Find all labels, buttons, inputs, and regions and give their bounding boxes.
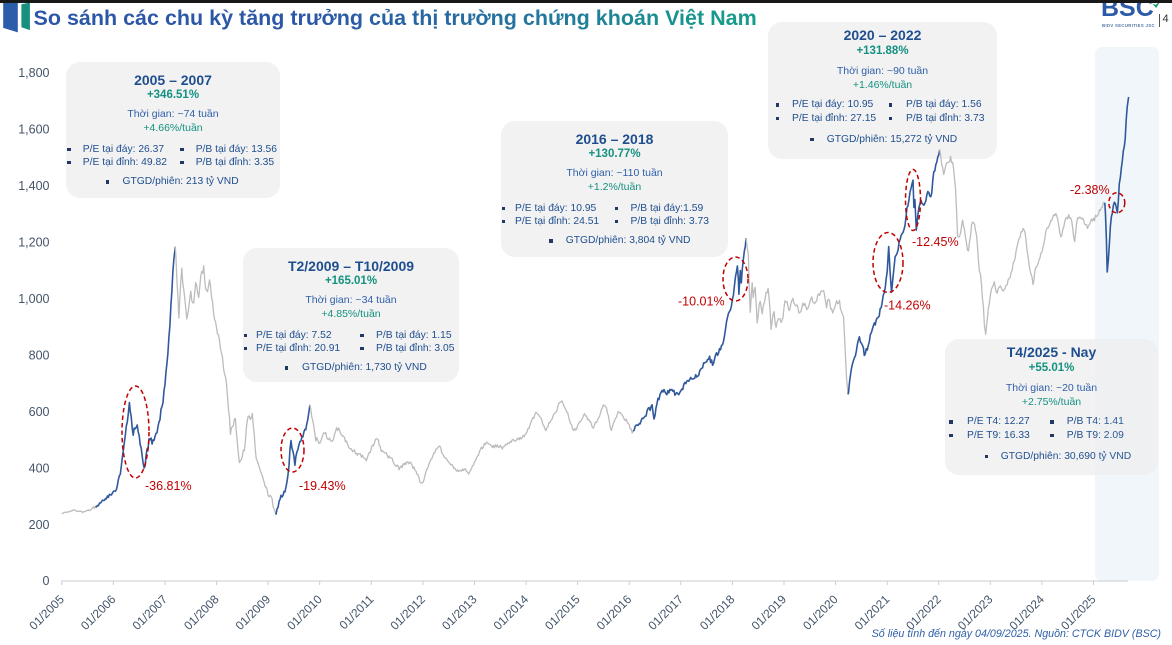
svg-text:01/2012: 01/2012 [387,592,428,633]
svg-text:01/2023: 01/2023 [955,592,996,633]
svg-text:01/2010: 01/2010 [284,592,325,633]
svg-text:01/2016: 01/2016 [594,592,635,633]
svg-text:-36.81%: -36.81% [145,479,192,493]
svg-text:01/2025: 01/2025 [1058,592,1099,633]
svg-text:01/2020: 01/2020 [800,592,841,633]
svg-text:-2.38%: -2.38% [1070,183,1110,197]
svg-text:01/2011: 01/2011 [336,592,376,632]
svg-text:01/2024: 01/2024 [1006,592,1047,633]
svg-text:01/2017: 01/2017 [645,592,686,633]
svg-text:1,400: 1,400 [18,179,49,193]
svg-text:-14.26%: -14.26% [884,299,931,313]
svg-text:0: 0 [43,574,50,588]
svg-text:01/2018: 01/2018 [697,592,738,633]
svg-text:-10.01%: -10.01% [678,295,725,309]
svg-text:01/2013: 01/2013 [439,592,480,633]
svg-text:-19.43%: -19.43% [299,479,346,493]
svg-text:600: 600 [29,405,50,419]
svg-text:800: 800 [29,348,50,362]
svg-text:01/2019: 01/2019 [749,592,790,633]
svg-text:01/2014: 01/2014 [491,592,532,633]
svg-text:01/2008: 01/2008 [181,592,222,633]
svg-text:1,800: 1,800 [18,66,49,80]
svg-text:01/2015: 01/2015 [542,592,583,633]
svg-text:400: 400 [29,461,50,475]
svg-text:01/2022: 01/2022 [903,592,944,633]
svg-text:1,000: 1,000 [18,292,49,306]
svg-text:01/2009: 01/2009 [233,592,274,633]
svg-text:01/2007: 01/2007 [130,592,171,633]
svg-text:01/2021: 01/2021 [852,592,893,633]
svg-text:-12.45%: -12.45% [912,235,959,249]
svg-text:1,200: 1,200 [18,236,49,250]
svg-text:200: 200 [29,518,50,532]
svg-text:01/2005: 01/2005 [26,592,67,633]
svg-text:1,600: 1,600 [18,123,49,137]
svg-text:01/2006: 01/2006 [78,592,119,633]
